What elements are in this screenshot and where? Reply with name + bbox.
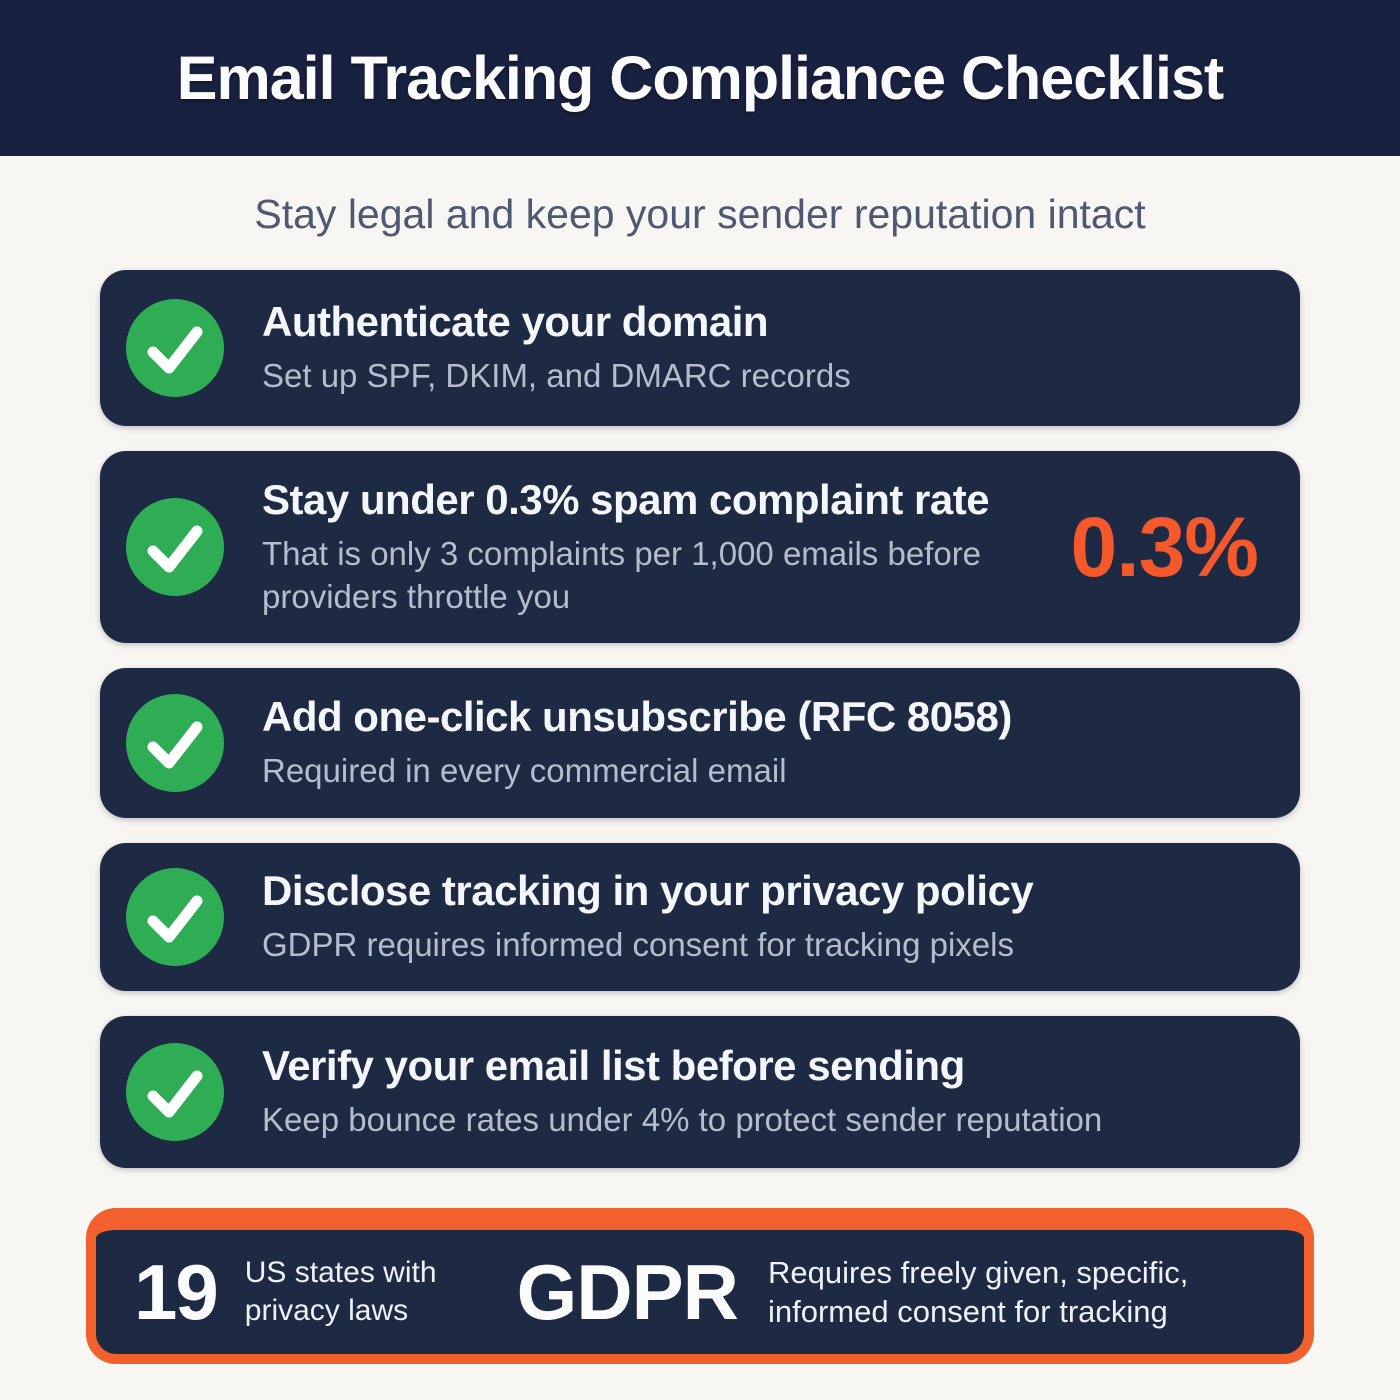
checklist-item-spam-complaint-rate: Stay under 0.3% spam complaint rate That…: [100, 451, 1300, 643]
checklist-item-authenticate-domain: Authenticate your domain Set up SPF, DKI…: [100, 270, 1300, 426]
spam-rate-stat: 0.3%: [1070, 499, 1259, 594]
checklist-item-description: GDPR requires informed consent for track…: [262, 926, 1014, 964]
check-icon: [126, 1043, 224, 1141]
page-title: Email Tracking Compliance Checklist: [176, 44, 1224, 112]
checklist-item-title: Stay under 0.3% spam complaint rate: [262, 476, 990, 524]
us-states-stat-label: US states with privacy laws: [244, 1255, 437, 1327]
check-icon: [126, 498, 224, 596]
checklist-item-one-click-unsubscribe: Add one-click unsubscribe (RFC 8058) Req…: [100, 668, 1300, 818]
header-banner: Email Tracking Compliance Checklist: [0, 0, 1400, 156]
footer-stats-bar: 19 US states with privacy laws GDPR Requ…: [86, 1208, 1314, 1364]
checklist-item-title: Add one-click unsubscribe (RFC 8058): [262, 693, 1012, 741]
checklist-item-description: Keep bounce rates under 4% to protect se…: [262, 1101, 1103, 1139]
checklist-item-description: Required in every commercial email: [262, 752, 787, 790]
gdpr-stat-group: GDPR Requires freely given, specific, in…: [517, 1247, 1246, 1338]
checklist-item-text: Authenticate your domain Set up SPF, DKI…: [262, 298, 851, 397]
checklist-item-text: Add one-click unsubscribe (RFC 8058) Req…: [262, 693, 1012, 792]
checklist: Authenticate your domain Set up SPF, DKI…: [100, 270, 1300, 1168]
checklist-item-description: Set up SPF, DKIM, and DMARC records: [262, 357, 851, 395]
check-icon: [126, 868, 224, 966]
checklist-item-description: That is only 3 complaints per 1,000 emai…: [262, 535, 982, 615]
page-subtitle: Stay legal and keep your sender reputati…: [254, 191, 1146, 237]
check-icon: [126, 694, 224, 792]
us-states-stat-value: 19: [134, 1247, 219, 1336]
checklist-item-text: Disclose tracking in your privacy policy…: [262, 867, 1034, 966]
us-states-stat-group: 19 US states with privacy laws: [134, 1247, 477, 1338]
checklist-item-disclose-tracking: Disclose tracking in your privacy policy…: [100, 843, 1300, 991]
checklist-item-text: Verify your email list before sending Ke…: [262, 1042, 1102, 1141]
gdpr-description: Requires freely given, specific, informe…: [768, 1254, 1189, 1329]
checklist-item-title: Verify your email list before sending: [262, 1042, 965, 1090]
checklist-item-title: Authenticate your domain: [262, 298, 769, 346]
check-icon: [126, 299, 224, 397]
checklist-item-text: Stay under 0.3% spam complaint rate That…: [262, 476, 1002, 617]
checklist-item-title: Disclose tracking in your privacy policy: [262, 867, 1034, 915]
checklist-item-verify-email-list: Verify your email list before sending Ke…: [100, 1016, 1300, 1168]
gdpr-label: GDPR: [516, 1247, 739, 1336]
